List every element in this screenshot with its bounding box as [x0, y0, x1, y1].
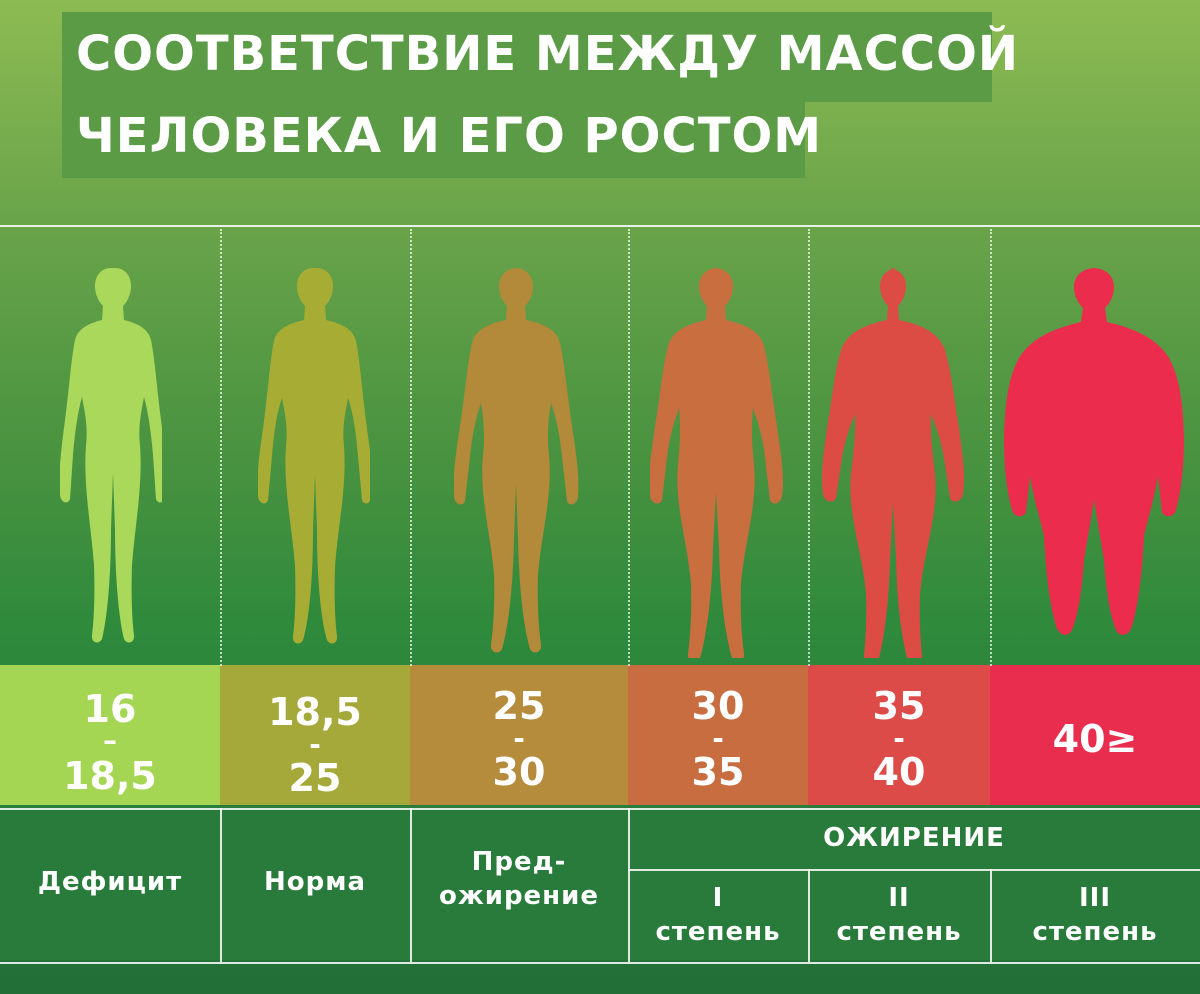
obesity-subheader-rule [628, 869, 1200, 871]
column-separator [410, 229, 412, 666]
degree-numeral: II [888, 883, 910, 913]
band-from: 25 [492, 684, 546, 728]
bmi-band-deficit: 16 – 18,5 [0, 665, 220, 805]
band-dash: - [513, 722, 525, 755]
category-strip [0, 808, 1200, 960]
category-divider [220, 808, 222, 962]
category-obesity-degree-2: II степень [808, 882, 990, 950]
band-from: 16 [83, 687, 137, 731]
column-separator [220, 229, 222, 666]
obese-woman-silhouette-icon [822, 268, 965, 658]
band-to: 40 [872, 750, 926, 794]
category-pre-obesity-line2: ожирение [438, 880, 599, 911]
band-from: 35 [872, 684, 926, 728]
category-deficit: Дефицит [37, 867, 183, 897]
title-background-line2 [62, 98, 805, 178]
page-title-line1: СООТВЕТСТВИЕ МЕЖДУ МАССОЙ [76, 26, 1020, 82]
bmi-band-pre-obesity: 25 - 30 [410, 665, 628, 805]
bmi-band-obesity-3: 40≥ [990, 665, 1200, 805]
band-single: 40≥ [1052, 717, 1138, 761]
category-pre-obesity-line1: Пред- [471, 847, 567, 877]
category-obesity-degree-1: I степень [628, 882, 808, 950]
overweight-woman-silhouette-icon [650, 268, 783, 658]
page-title-line2: ЧЕЛОВЕКА И ЕГО РОСТОМ [76, 108, 823, 164]
band-to: 18,5 [63, 754, 157, 798]
category-divider [808, 869, 810, 962]
degree-numeral: III [1078, 883, 1112, 913]
bmi-band-obesity-2: 35 - 40 [808, 665, 990, 805]
column-separator [628, 229, 630, 666]
category-divider [410, 808, 412, 962]
category-bottom-rule [0, 962, 1200, 964]
band-from: 30 [691, 684, 745, 728]
thin-woman-silhouette-icon [60, 268, 162, 643]
figure-fill [258, 268, 370, 644]
column-separator [808, 229, 810, 666]
category-divider [990, 869, 992, 962]
column-separator [990, 229, 992, 666]
band-to: 35 [691, 750, 745, 794]
band-from: 18,5 [268, 690, 362, 734]
band-to: 25 [288, 756, 342, 800]
figure-fill [650, 268, 783, 658]
category-top-rule [0, 808, 1200, 810]
category-obesity-header: ОЖИРЕНИЕ [823, 823, 1005, 853]
figure-fill [60, 268, 162, 643]
degree-numeral: I [712, 883, 724, 913]
bmi-band-obesity-1: 30 - 35 [628, 665, 808, 805]
fuller-woman-silhouette-icon [454, 268, 579, 653]
band-dash: - [893, 722, 905, 755]
very-obese-woman-silhouette-icon [1004, 268, 1184, 635]
category-obesity-degree-3: III степень [990, 882, 1200, 950]
bmi-band-norm: 18,5 - 25 [220, 665, 410, 805]
band-dash: - [712, 722, 724, 755]
title-divider [0, 225, 1200, 227]
figure-fill [1004, 268, 1184, 635]
category-divider [628, 808, 630, 962]
category-norm: Норма [263, 867, 367, 897]
band-dash: – [103, 724, 117, 757]
degree-word: степень [1032, 916, 1158, 947]
figure-fill [822, 268, 965, 658]
band-to: 30 [492, 750, 546, 794]
title-background [62, 12, 992, 102]
degree-word: степень [836, 916, 962, 947]
degree-word: степень [655, 916, 781, 947]
category-pre-obesity: Пред- ожирение [410, 846, 628, 914]
figure-fill [454, 268, 579, 653]
band-dash: - [309, 728, 321, 761]
normal-woman-silhouette-icon [258, 268, 370, 644]
